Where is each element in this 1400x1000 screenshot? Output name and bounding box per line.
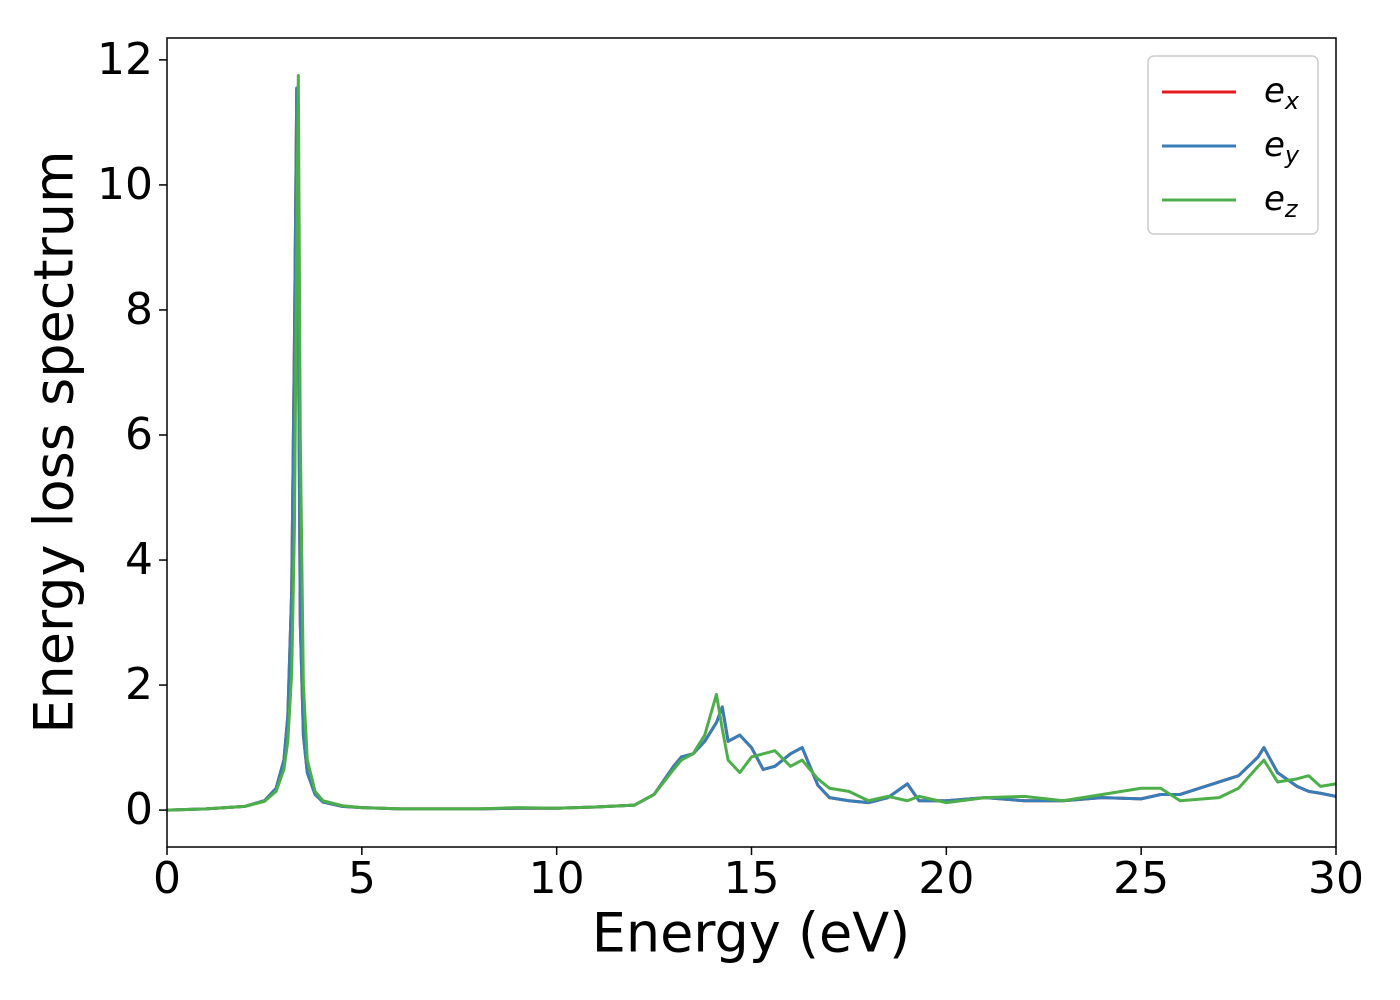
x-tick-label: 5	[348, 853, 376, 904]
y-tick-label: 0	[125, 784, 153, 835]
x-tick-label: 25	[1113, 853, 1169, 904]
legend-label: ex	[1264, 71, 1300, 116]
y-axis-label: Energy loss spectrum	[23, 150, 86, 733]
x-tick-label: 0	[153, 853, 181, 904]
y-tick-label: 4	[125, 534, 153, 585]
x-axis-label: Energy (eV)	[592, 902, 911, 965]
y-tick-label: 10	[97, 159, 153, 210]
x-tick-label: 20	[918, 853, 974, 904]
x-tick-label: 10	[529, 853, 585, 904]
x-tick-label: 15	[724, 853, 780, 904]
legend-label: ey	[1264, 125, 1300, 170]
plot-frame	[166, 37, 1337, 848]
y-tick-label: 6	[125, 409, 153, 460]
series-line	[167, 74, 1336, 812]
x-tick-label: 30	[1308, 853, 1364, 904]
legend-label: ez	[1264, 179, 1299, 224]
y-tick-label: 2	[125, 659, 153, 710]
y-tick-label: 12	[97, 34, 153, 85]
y-tick-label: 8	[125, 284, 153, 335]
